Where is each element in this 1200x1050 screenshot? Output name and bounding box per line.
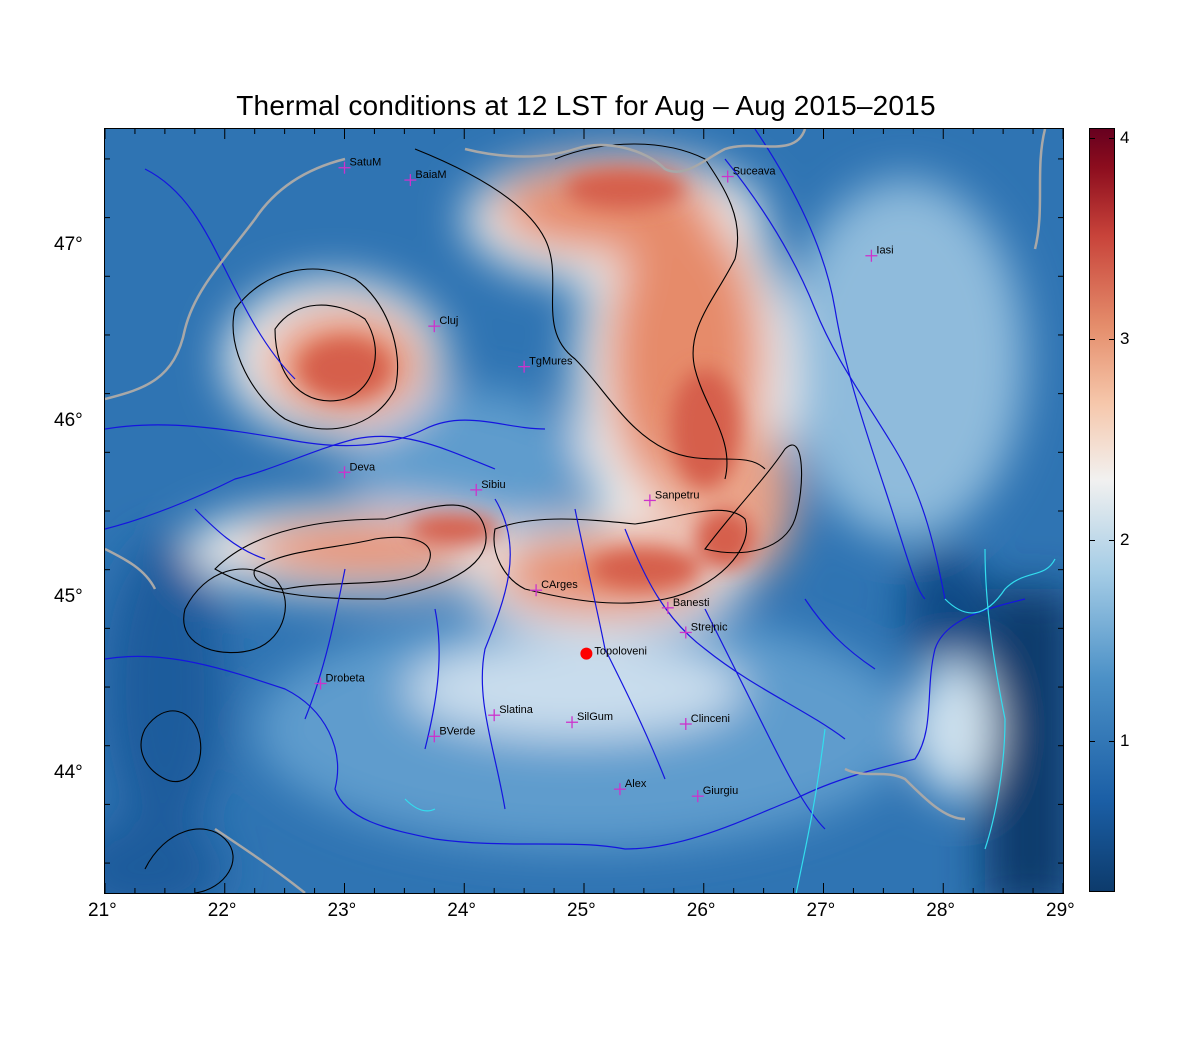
x-tick-label: 25°	[567, 900, 596, 921]
station-suceava: Suceava	[721, 166, 777, 183]
rivers	[105, 129, 1026, 850]
map-frame: SatuM BaiaM Suceava Iasi Cluj TgMures Deva Sibi…	[104, 128, 1064, 894]
station-label: Clinceni	[691, 713, 730, 725]
station-sibiu: Sibiu	[470, 479, 506, 496]
station-carges: CArges	[530, 579, 578, 597]
station-tgmures: TgMures	[518, 356, 573, 373]
x-tick-label: 26°	[686, 900, 716, 921]
station-label: SilGum	[577, 711, 613, 723]
station-label: BVerde	[439, 725, 475, 737]
colorbar-label: 3	[1120, 329, 1130, 349]
station-label: Sibiu	[481, 479, 505, 491]
axis-tick-marks	[105, 129, 1063, 893]
colorbar-tick-mark	[1089, 540, 1095, 542]
station-label: Sanpetru	[655, 489, 700, 501]
highlight-site-layer: Topoloveni	[580, 646, 647, 660]
colorbar-tick-mark	[1089, 741, 1095, 743]
station-clinceni: Clinceni	[679, 713, 730, 731]
station-label: Cluj	[439, 315, 458, 327]
station-bverde: BVerde	[428, 725, 475, 743]
x-tick-label: 23°	[327, 900, 357, 921]
highlight-site-marker	[580, 647, 593, 660]
colorbar-tick-mark	[1109, 741, 1115, 743]
x-tick-label: 21°	[88, 900, 117, 921]
station-alex: Alex	[613, 778, 647, 796]
station-slatina: Slatina	[488, 704, 534, 722]
station-label: SatuM	[350, 157, 382, 169]
hot-spots	[300, 169, 755, 589]
station-label: Suceava	[733, 166, 777, 178]
station-banesti: Banesti	[661, 597, 710, 614]
station-silgum: SilGum	[566, 711, 613, 729]
terrain-contours	[140, 143, 803, 893]
country-borders	[105, 129, 1047, 893]
colorbar-tick-mark	[1089, 138, 1095, 140]
coastline	[404, 548, 1056, 893]
colorbar-tick-mark	[1109, 540, 1115, 542]
station-sanpetru: Sanpetru	[643, 489, 700, 507]
highlight-site-label: Topoloveni	[594, 646, 647, 658]
colorbar-label: 1	[1120, 731, 1130, 751]
colorbar-tick-mark	[1109, 339, 1115, 341]
station-label: Deva	[350, 461, 377, 473]
x-tick-label: 29°	[1046, 900, 1075, 921]
station-label: TgMures	[529, 356, 573, 368]
colorbar-tick-mark	[1089, 339, 1095, 341]
station-label: Strejnic	[691, 621, 728, 633]
station-drobeta: Drobeta	[314, 673, 366, 690]
station-label: BaiaM	[415, 169, 446, 181]
station-label: Drobeta	[326, 673, 366, 685]
station-label: Banesti	[673, 597, 710, 609]
station-label: Slatina	[499, 704, 534, 716]
map-title: Thermal conditions at 12 LST for Aug – A…	[236, 90, 936, 121]
y-tick-label: 44°	[54, 762, 83, 784]
station-cluj: Cluj	[428, 315, 458, 333]
x-tick-label: 28°	[926, 900, 955, 921]
station-deva: Deva	[338, 461, 377, 479]
station-strejnic: Strejnic	[679, 621, 728, 639]
station-iasi: Iasi	[865, 245, 894, 262]
station-label: Iasi	[876, 245, 893, 257]
thermal-map: SatuM BaiaM Suceava Iasi Cluj TgMures Deva Sibi…	[105, 129, 1063, 893]
station-markers: SatuM BaiaM Suceava Iasi Cluj TgMures Deva Sibi…	[314, 157, 894, 803]
station-baiam: BaiaM	[404, 169, 447, 187]
x-tick-label: 24°	[447, 900, 476, 921]
station-giurgiu: Giurgiu	[691, 785, 738, 803]
y-tick-label: 47°	[54, 233, 83, 255]
y-tick-label: 46°	[54, 409, 83, 431]
colorbar-label: 2	[1120, 530, 1130, 550]
colorbar-label: 4	[1120, 128, 1130, 148]
colorbar-tick-mark	[1109, 138, 1115, 140]
station-label: Giurgiu	[703, 785, 738, 797]
y-tick-label: 45°	[54, 586, 83, 608]
x-tick-label: 22°	[207, 900, 237, 921]
colorbar	[1089, 128, 1115, 892]
station-satum: SatuM	[338, 157, 382, 174]
station-label: CArges	[541, 579, 578, 591]
station-label: Alex	[625, 778, 647, 790]
x-tick-label: 27°	[806, 900, 836, 921]
